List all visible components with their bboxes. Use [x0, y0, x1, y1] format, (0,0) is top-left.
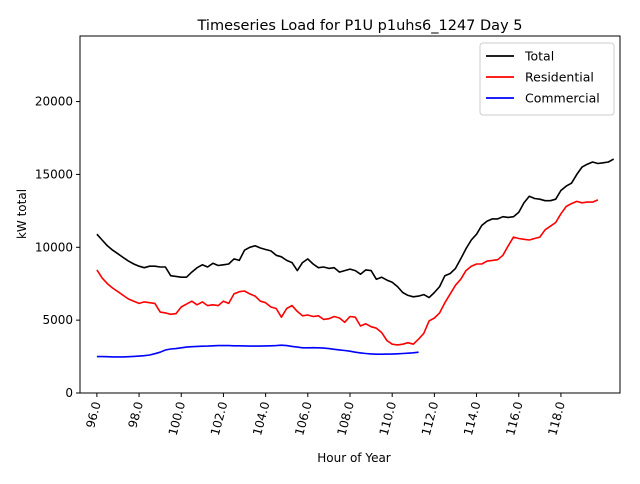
y-tick-label: 5000 [42, 313, 73, 327]
y-tick-label: 15000 [35, 167, 73, 181]
plot-frame [79, 35, 621, 394]
legend-label-total: Total [524, 49, 554, 64]
x-tick-label: 96.0 [83, 400, 103, 429]
y-axis: 0 5000 10000 15000 20000 [35, 95, 80, 400]
x-axis-label: Hour of Year [317, 451, 391, 465]
legend: Total Residential Commercial [479, 42, 615, 116]
legend-entries: Total Residential Commercial [486, 49, 600, 106]
series-line-commercial [96, 344, 419, 358]
x-tick-label: 98.0 [126, 400, 146, 429]
y-axis-label: kW total [15, 189, 29, 239]
legend-box [479, 42, 615, 116]
legend-label-residential: Residential [525, 70, 594, 85]
series-line-total [96, 158, 615, 299]
y-tick-label: 0 [65, 386, 73, 400]
series-line-residential [96, 199, 599, 346]
series-lines [96, 158, 615, 358]
chart-title: Timeseries Load for P1U p1uhs6_1247 Day … [197, 18, 523, 34]
legend-label-commercial: Commercial [525, 91, 600, 106]
y-tick-label: 20000 [35, 95, 73, 109]
x-axis: 96.0 98.0 100.0 102.0 104.0 106.0 108.0 110.0 11… [83, 393, 568, 437]
y-tick-label: 10000 [35, 240, 73, 254]
